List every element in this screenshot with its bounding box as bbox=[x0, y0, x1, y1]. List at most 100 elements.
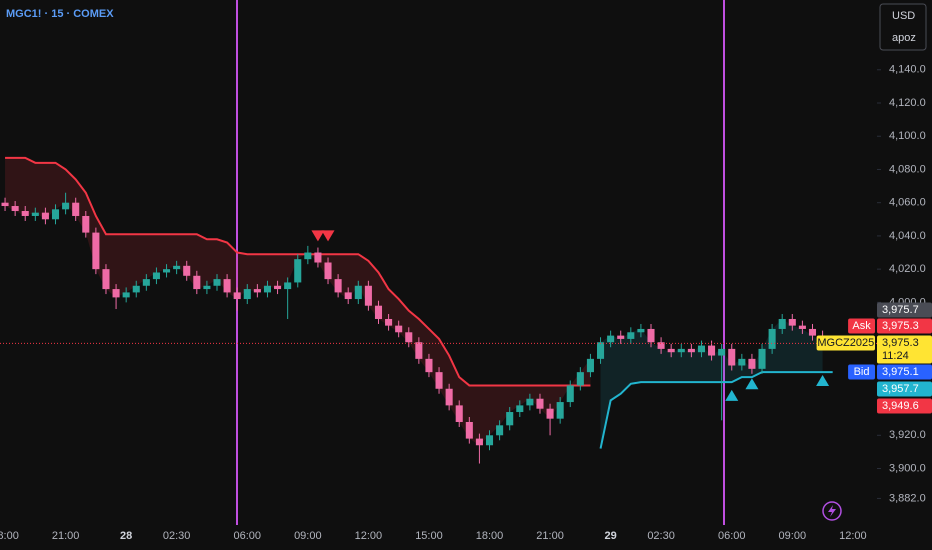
candle-body bbox=[637, 328, 645, 333]
band-fill bbox=[5, 157, 591, 446]
x-tick-label: 09:00 bbox=[779, 530, 807, 542]
candle-body bbox=[223, 279, 231, 293]
price-tag bbox=[877, 318, 932, 334]
candle-body bbox=[768, 328, 776, 349]
candle-body bbox=[576, 372, 584, 386]
x-tick-label: 18:00 bbox=[476, 530, 504, 542]
candle-body bbox=[395, 325, 403, 333]
candle-body bbox=[354, 285, 362, 300]
price-tag-label: 3,975.7 bbox=[882, 304, 919, 316]
price-tag-label: 3,949.6 bbox=[882, 400, 919, 412]
candle-body bbox=[647, 328, 655, 343]
x-tick-label: 02:30 bbox=[647, 530, 675, 542]
candle-body bbox=[284, 282, 292, 290]
candle-body bbox=[122, 292, 130, 298]
candle-body bbox=[41, 212, 49, 220]
x-tick-label: 21:00 bbox=[536, 530, 564, 542]
candle-body bbox=[788, 318, 796, 326]
candle-body bbox=[203, 285, 211, 290]
price-tag-label: 3,975.1 bbox=[882, 366, 919, 378]
price-tag-label: 3,957.7 bbox=[882, 383, 919, 395]
symbol-title: MGC1! · 15 · COMEX bbox=[6, 8, 114, 20]
price-tag bbox=[877, 302, 932, 318]
y-tick-label: 4,120.0 bbox=[889, 97, 926, 109]
candle-body bbox=[697, 345, 705, 353]
price-tag-name-box bbox=[848, 318, 875, 334]
x-tick-label: 09:00 bbox=[294, 530, 322, 542]
candle-body bbox=[536, 398, 544, 409]
candle-body bbox=[1, 202, 9, 207]
price-tag-name: Bid bbox=[854, 366, 870, 378]
candle-body bbox=[92, 232, 100, 270]
band-fill bbox=[600, 318, 823, 449]
y-tick-label: 4,100.0 bbox=[889, 130, 926, 142]
candle-body bbox=[556, 402, 564, 419]
candle-body bbox=[142, 279, 150, 286]
candle-body bbox=[374, 305, 383, 319]
candle-body bbox=[253, 289, 261, 293]
price-tag bbox=[877, 364, 932, 380]
signal-marker bbox=[745, 378, 759, 390]
candle-body bbox=[455, 405, 463, 422]
x-tick-label: 18:00 bbox=[0, 530, 19, 542]
x-tick-label: 29 bbox=[605, 530, 617, 542]
candle-body bbox=[112, 289, 120, 298]
candle-body bbox=[566, 385, 574, 403]
candle-body bbox=[516, 405, 524, 413]
y-tick-label: 3,882.0 bbox=[889, 492, 926, 504]
candle-body bbox=[718, 348, 726, 356]
price-tag-name: Ask bbox=[852, 320, 871, 332]
x-tick-label: 06:00 bbox=[718, 530, 746, 542]
candle-body bbox=[183, 265, 191, 276]
candle-body bbox=[475, 438, 483, 446]
candle-body bbox=[21, 210, 29, 216]
candle-body bbox=[657, 342, 665, 349]
candle-body bbox=[344, 292, 352, 300]
candle-body bbox=[617, 335, 625, 339]
x-tick-label: 15:00 bbox=[415, 530, 443, 542]
candle-body bbox=[627, 332, 635, 339]
candle-body bbox=[687, 348, 695, 353]
candle-body bbox=[274, 285, 282, 290]
price-tag bbox=[877, 398, 932, 414]
user: apoz bbox=[892, 32, 916, 44]
price-tag-name-box bbox=[816, 335, 875, 351]
price-tag-name-box bbox=[848, 364, 875, 380]
candle-body bbox=[496, 425, 504, 436]
x-tick-label: 02:30 bbox=[163, 530, 191, 542]
signal-marker bbox=[816, 374, 830, 386]
y-tick-label: 3,900.0 bbox=[889, 462, 926, 474]
signal-marker bbox=[321, 230, 335, 242]
candle-body bbox=[425, 358, 433, 373]
candle-body bbox=[586, 358, 594, 373]
candle-body bbox=[607, 335, 615, 343]
price-tag-label: 3,975.3 bbox=[882, 337, 919, 349]
price-tag-label: 3,975.3 bbox=[882, 320, 919, 332]
y-tick-label: 4,080.0 bbox=[889, 163, 926, 175]
candle-body bbox=[304, 252, 312, 260]
candle-body bbox=[778, 318, 786, 329]
candle-body bbox=[748, 358, 756, 369]
x-tick-label: 12:00 bbox=[839, 530, 867, 542]
price-tag bbox=[877, 381, 932, 397]
x-tick-label: 12:00 bbox=[355, 530, 383, 542]
candle-body bbox=[364, 285, 372, 306]
candle-body bbox=[526, 398, 534, 406]
y-tick-label: 4,020.0 bbox=[889, 263, 926, 275]
alert-icon[interactable] bbox=[822, 501, 842, 521]
candle-body bbox=[31, 212, 39, 216]
candle-body bbox=[506, 412, 514, 426]
candle-body bbox=[334, 279, 342, 293]
candle-body bbox=[173, 265, 181, 270]
price-tag bbox=[877, 335, 932, 364]
candle-body bbox=[798, 325, 806, 329]
candle-body bbox=[738, 358, 746, 366]
candle-body bbox=[62, 202, 70, 210]
price-tag-countdown: 11:24 bbox=[882, 350, 909, 362]
x-tick-label: 21:00 bbox=[52, 530, 80, 542]
candle-body bbox=[213, 279, 221, 286]
candle-body bbox=[152, 272, 160, 280]
candle-body bbox=[243, 289, 251, 300]
candle-body bbox=[72, 202, 80, 216]
currency-box[interactable] bbox=[879, 3, 927, 51]
